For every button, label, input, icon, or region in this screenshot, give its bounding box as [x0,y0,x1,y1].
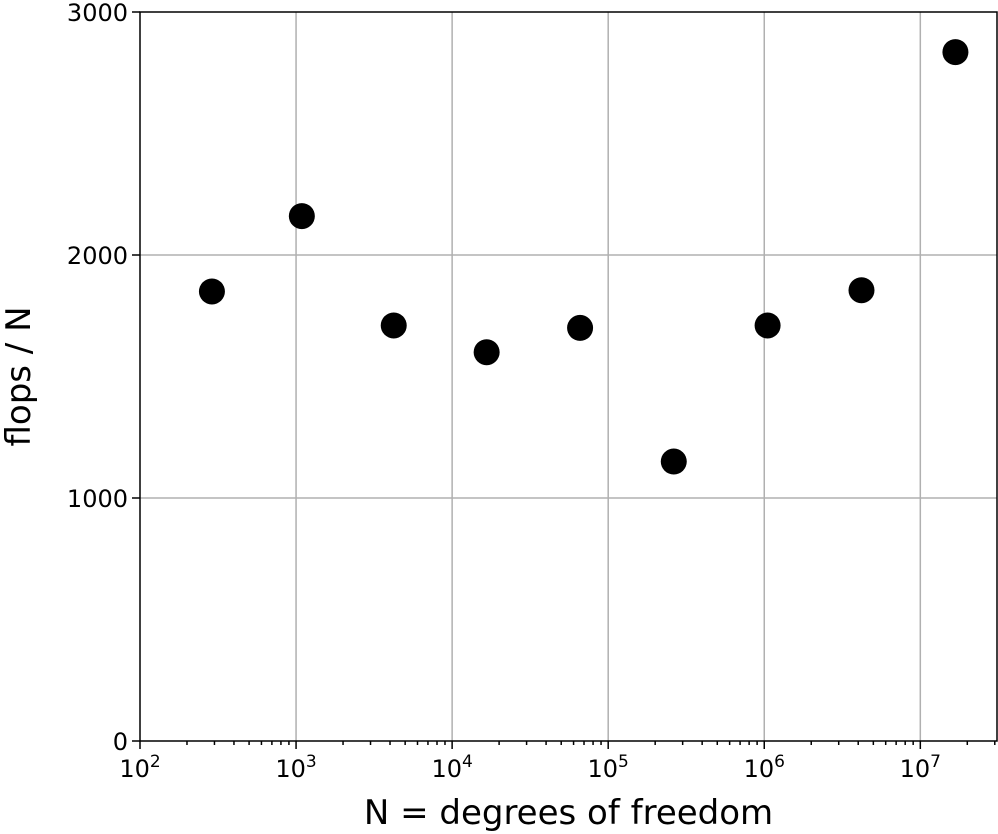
x-tick-label-base: 10 [275,755,306,783]
y-tick-label: 0 [113,728,128,756]
x-tick-labels: 102 103 104 105 106 107 [119,752,941,783]
x-tick-label-base: 10 [119,755,150,783]
plot-frame [139,11,998,742]
y-tick-labels: 0 1000 2000 3000 [67,0,128,756]
x-tick-label-exponent: 6 [774,752,785,772]
data-point [567,314,594,341]
x-tick-label-base: 10 [900,755,931,783]
y-tick-label: 2000 [67,242,128,270]
data-point [660,448,687,475]
y-axis-label: flops / N [0,306,39,446]
x-tick-label: 106 [744,752,785,783]
data-point [380,312,407,339]
x-tick-label-exponent: 3 [306,752,317,772]
x-tick-label-base: 10 [744,755,775,783]
x-tick-label-exponent: 5 [618,752,629,772]
grid-lines [140,12,997,741]
x-tick-label-exponent: 4 [462,752,473,772]
x-tick-label-exponent: 7 [930,752,941,772]
data-point [754,312,781,339]
x-tick-label: 104 [431,752,472,783]
x-tick-label-exponent: 2 [150,752,161,772]
x-tick-label-base: 10 [588,755,619,783]
data-point [198,278,225,305]
y-tick-label: 3000 [67,0,128,27]
x-tick-label: 103 [275,752,316,783]
data-point [942,39,969,66]
x-axis-label: N = degrees of freedom [364,793,773,833]
x-tick-label-base: 10 [431,755,462,783]
major-ticks [132,11,922,749]
data-point [473,339,500,366]
y-tick-label: 1000 [67,485,128,513]
data-point [848,277,875,304]
x-tick-label: 105 [588,752,629,783]
x-tick-label: 102 [119,752,160,783]
data-points [198,39,969,475]
data-point [288,203,315,230]
x-tick-label: 107 [900,752,941,783]
